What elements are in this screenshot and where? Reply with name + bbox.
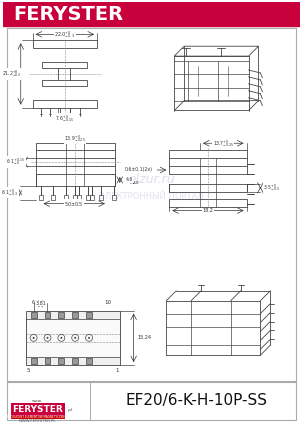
Text: WWW.FERYSTER.PL: WWW.FERYSTER.PL — [19, 419, 56, 423]
Text: 6.1$^{+0}_{-0.3}$: 6.1$^{+0}_{-0.3}$ — [2, 187, 18, 198]
Text: 50$\pm$0.5: 50$\pm$0.5 — [64, 200, 84, 208]
Bar — [169, 184, 247, 192]
Text: FERYSTER: FERYSTER — [12, 405, 63, 414]
Bar — [3, 2, 300, 26]
Bar — [31, 312, 37, 317]
Text: ЭЛЕКТРОННЫЙ ПОРТАЛ: ЭЛЕКТРОННЫЙ ПОРТАЛ — [99, 192, 204, 201]
Bar — [73, 195, 77, 200]
Bar — [7, 382, 296, 419]
Bar — [77, 195, 81, 200]
Bar — [44, 358, 50, 364]
Bar — [86, 312, 92, 317]
Circle shape — [33, 337, 35, 339]
Bar — [36, 158, 115, 166]
Text: 13.9$^{+0}_{-0.25}$: 13.9$^{+0}_{-0.25}$ — [64, 133, 86, 144]
Bar — [169, 166, 247, 174]
Bar — [36, 174, 115, 186]
Text: www.: www. — [32, 399, 43, 403]
Text: 1: 1 — [115, 368, 118, 373]
Text: 6.1$^{+0.15}_{-0}$: 6.1$^{+0.15}_{-0}$ — [6, 157, 25, 167]
Bar — [72, 312, 78, 317]
Bar — [7, 28, 296, 381]
Bar — [112, 195, 116, 200]
Text: 18.2: 18.2 — [202, 208, 213, 213]
Text: FERYSTER: FERYSTER — [13, 5, 123, 24]
Text: 3.5$^{+0}_{-0.5}$: 3.5$^{+0}_{-0.5}$ — [263, 182, 280, 193]
Bar — [33, 40, 97, 48]
Bar — [26, 357, 120, 365]
Circle shape — [74, 337, 76, 339]
Bar — [31, 358, 37, 364]
Text: 4.6: 4.6 — [126, 177, 134, 182]
Circle shape — [46, 337, 49, 339]
Bar — [72, 358, 78, 364]
Text: .pl: .pl — [67, 408, 72, 412]
Bar — [44, 312, 50, 317]
Circle shape — [60, 337, 62, 339]
Bar — [64, 195, 68, 200]
Bar — [169, 150, 247, 158]
Text: 6: 6 — [32, 300, 35, 305]
Text: 5: 5 — [27, 368, 30, 373]
Bar — [11, 403, 65, 416]
Text: elzur.ru: elzur.ru — [128, 173, 175, 187]
Text: 22.0$^{+0}_{-0.3}$: 22.0$^{+0}_{-0.3}$ — [54, 29, 75, 40]
Bar — [58, 358, 64, 364]
Bar — [169, 199, 247, 207]
Text: 21.2$^{+0}_{-0.3}$: 21.2$^{+0}_{-0.3}$ — [2, 68, 22, 79]
Circle shape — [88, 337, 90, 339]
Bar — [36, 143, 115, 150]
Text: MAX: MAX — [130, 181, 140, 185]
Bar — [51, 195, 56, 200]
Text: 7.6$^{+0}_{-0.15}$: 7.6$^{+0}_{-0.15}$ — [55, 113, 74, 124]
Bar — [90, 195, 94, 200]
Text: 13.7$^{+0}_{-0.25}$: 13.7$^{+0}_{-0.25}$ — [212, 138, 234, 149]
Bar — [86, 358, 92, 364]
Bar — [41, 80, 87, 86]
Text: EF20/6-K-H-10P-SS: EF20/6-K-H-10P-SS — [125, 393, 267, 408]
Text: 15.24: 15.24 — [137, 335, 152, 340]
Bar — [39, 195, 43, 200]
Bar — [26, 318, 120, 357]
Text: 3.81: 3.81 — [35, 301, 46, 306]
Bar — [26, 311, 120, 318]
Bar — [99, 195, 103, 200]
Bar — [41, 62, 87, 68]
Bar — [33, 100, 97, 108]
Bar — [86, 195, 90, 200]
Bar — [58, 312, 64, 317]
Text: 0.6±0.1(2x): 0.6±0.1(2x) — [124, 167, 152, 173]
Text: PRODUCENT ELEMENTOW MAGNETYCZNYCH: PRODUCENT ELEMENTOW MAGNETYCZNYCH — [7, 415, 68, 419]
Text: 10: 10 — [104, 300, 111, 305]
Bar — [11, 416, 65, 419]
